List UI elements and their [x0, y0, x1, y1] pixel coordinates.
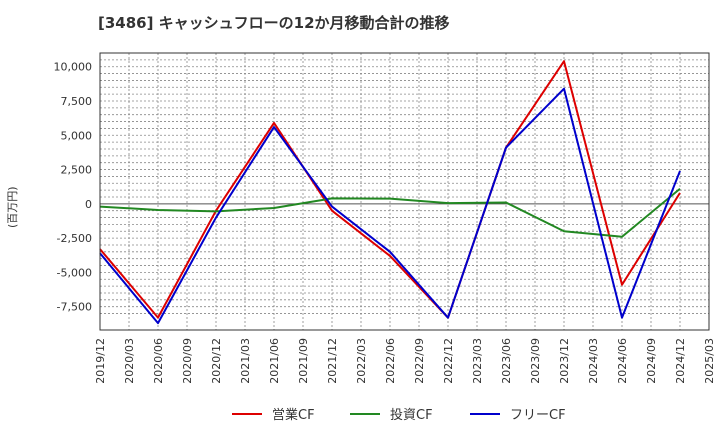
- series-line-1: [99, 60, 681, 319]
- grid: [100, 53, 709, 330]
- x-tick-labels: 2019/12 2020/03 2020/06 2020/09 2020/12 2021/…: [94, 338, 716, 384]
- x-tick-label: 2020/12: [210, 338, 223, 384]
- x-tick-label: 2020/09: [181, 338, 194, 384]
- series-lines: [99, 60, 681, 325]
- legend-label: 営業CF: [272, 407, 315, 423]
- x-tick-label: 2024/09: [645, 338, 658, 384]
- y-tick-label: -5,000: [57, 266, 92, 279]
- x-tick-label: 2022/12: [442, 338, 455, 384]
- x-tick-label: 2023/06: [500, 338, 513, 384]
- chart-title: [3486] キャッシュフローの12か月移動合計の推移: [98, 14, 450, 32]
- x-tick-label: 2022/03: [355, 338, 368, 384]
- x-tick-label: 2024/12: [674, 338, 687, 384]
- legend: 営業CF 投資CF フリーCF: [232, 407, 566, 423]
- y-tick-label: 7,500: [61, 95, 93, 108]
- legend-item: フリーCF: [470, 408, 566, 423]
- legend-item: 営業CF: [232, 407, 315, 423]
- y-tick-labels: 10,000 7,500 5,000 2,500 0 -2,500 -5,000 -7,500: [54, 61, 93, 314]
- x-tick-label: 2021/06: [268, 338, 281, 384]
- x-tick-label: 2022/06: [384, 338, 397, 384]
- x-tick-label: 2021/09: [297, 338, 310, 384]
- x-tick-label: 2022/09: [413, 338, 426, 384]
- y-tick-label: 5,000: [61, 129, 93, 142]
- x-tick-label: 2024/03: [587, 338, 600, 384]
- legend-label: フリーCF: [510, 408, 566, 423]
- series-line-2: [99, 187, 681, 238]
- x-tick-label: 2024/06: [616, 338, 629, 384]
- x-tick-label: 2020/03: [123, 338, 136, 384]
- y-tick-label: 2,500: [61, 164, 93, 177]
- x-tick-label: 2021/12: [326, 338, 339, 384]
- x-tick-label: 2021/03: [239, 338, 252, 384]
- x-tick-label: 2025/03: [703, 338, 716, 384]
- x-tick-label: 2020/06: [152, 338, 165, 384]
- y-tick-label: -2,500: [57, 232, 92, 245]
- x-tick-label: 2023/03: [471, 338, 484, 384]
- legend-label: 投資CF: [390, 407, 433, 423]
- y-tick-label: 0: [85, 198, 92, 211]
- y-tick-label: 10,000: [54, 61, 93, 74]
- legend-item: 投資CF: [350, 407, 433, 423]
- x-tick-label: 2023/12: [558, 338, 571, 384]
- y-tick-label: -7,500: [57, 301, 92, 314]
- x-tick-label: 2023/09: [529, 338, 542, 384]
- plot-area-frame: [99, 52, 710, 331]
- series-line-3: [99, 87, 681, 325]
- x-tick-label: 2019/12: [94, 338, 107, 384]
